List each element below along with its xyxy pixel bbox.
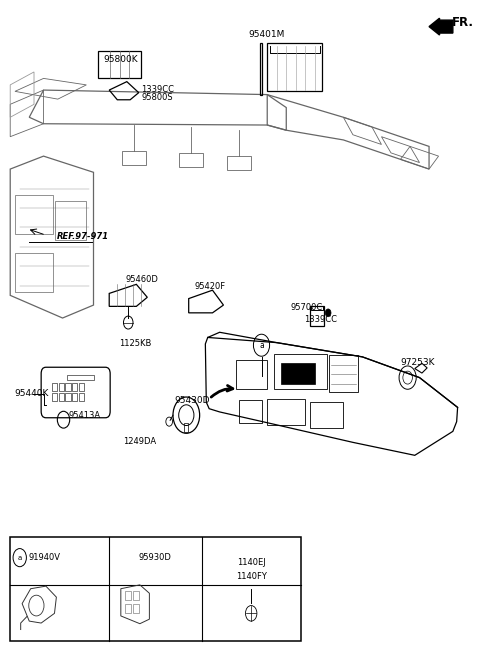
Bar (329, 355, 358, 393)
Text: 95413A: 95413A (68, 411, 100, 420)
Bar (280, 363, 315, 384)
FancyArrow shape (429, 18, 453, 35)
Text: 1249DA: 1249DA (123, 437, 156, 446)
Text: 95420F: 95420F (195, 282, 226, 291)
Bar (310, 306, 324, 326)
Bar (55, 201, 86, 240)
Circle shape (325, 309, 331, 317)
Text: a: a (259, 341, 264, 350)
Text: 95401M: 95401M (248, 30, 285, 39)
Bar (260, 43, 263, 95)
Text: 95800S: 95800S (141, 93, 173, 103)
Bar (227, 156, 251, 171)
Bar (52, 393, 57, 401)
Bar (15, 195, 53, 234)
Text: a: a (18, 555, 22, 561)
Text: 97253K: 97253K (400, 358, 435, 367)
Bar (67, 375, 94, 380)
Bar (59, 393, 64, 401)
Bar (125, 591, 131, 600)
Bar (267, 43, 322, 92)
Bar (133, 604, 139, 613)
Bar (275, 354, 327, 389)
Bar (52, 383, 57, 391)
Bar (98, 51, 141, 79)
Bar (122, 151, 146, 165)
Text: 95930D: 95930D (139, 553, 172, 562)
Bar (65, 383, 71, 391)
Bar (79, 383, 84, 391)
Bar (239, 400, 263, 423)
Text: 95430D: 95430D (174, 397, 210, 406)
Bar (133, 591, 139, 600)
Bar (236, 360, 267, 389)
Bar (72, 393, 77, 401)
Text: FR.: FR. (452, 16, 474, 29)
Bar (310, 402, 343, 428)
Text: REF.97-971: REF.97-971 (57, 232, 109, 241)
Bar (15, 253, 53, 292)
Text: 1140EJ: 1140EJ (237, 558, 265, 567)
Text: 1125KB: 1125KB (119, 339, 151, 349)
Bar (184, 423, 188, 432)
Text: 95440K: 95440K (14, 389, 48, 398)
Bar (59, 383, 64, 391)
Text: 91940V: 91940V (28, 553, 60, 562)
Bar (72, 383, 77, 391)
Text: 95460D: 95460D (125, 275, 158, 284)
Text: 1339CC: 1339CC (304, 315, 337, 324)
Bar (179, 153, 203, 167)
Text: 95800K: 95800K (104, 55, 138, 64)
Text: 1140FY: 1140FY (236, 572, 266, 581)
Bar (79, 393, 84, 401)
Bar (125, 604, 131, 613)
Text: 1339CC: 1339CC (141, 85, 174, 94)
Bar (65, 393, 71, 401)
Bar (10, 537, 300, 641)
Bar (267, 399, 305, 425)
Text: 95700C: 95700C (290, 302, 323, 312)
